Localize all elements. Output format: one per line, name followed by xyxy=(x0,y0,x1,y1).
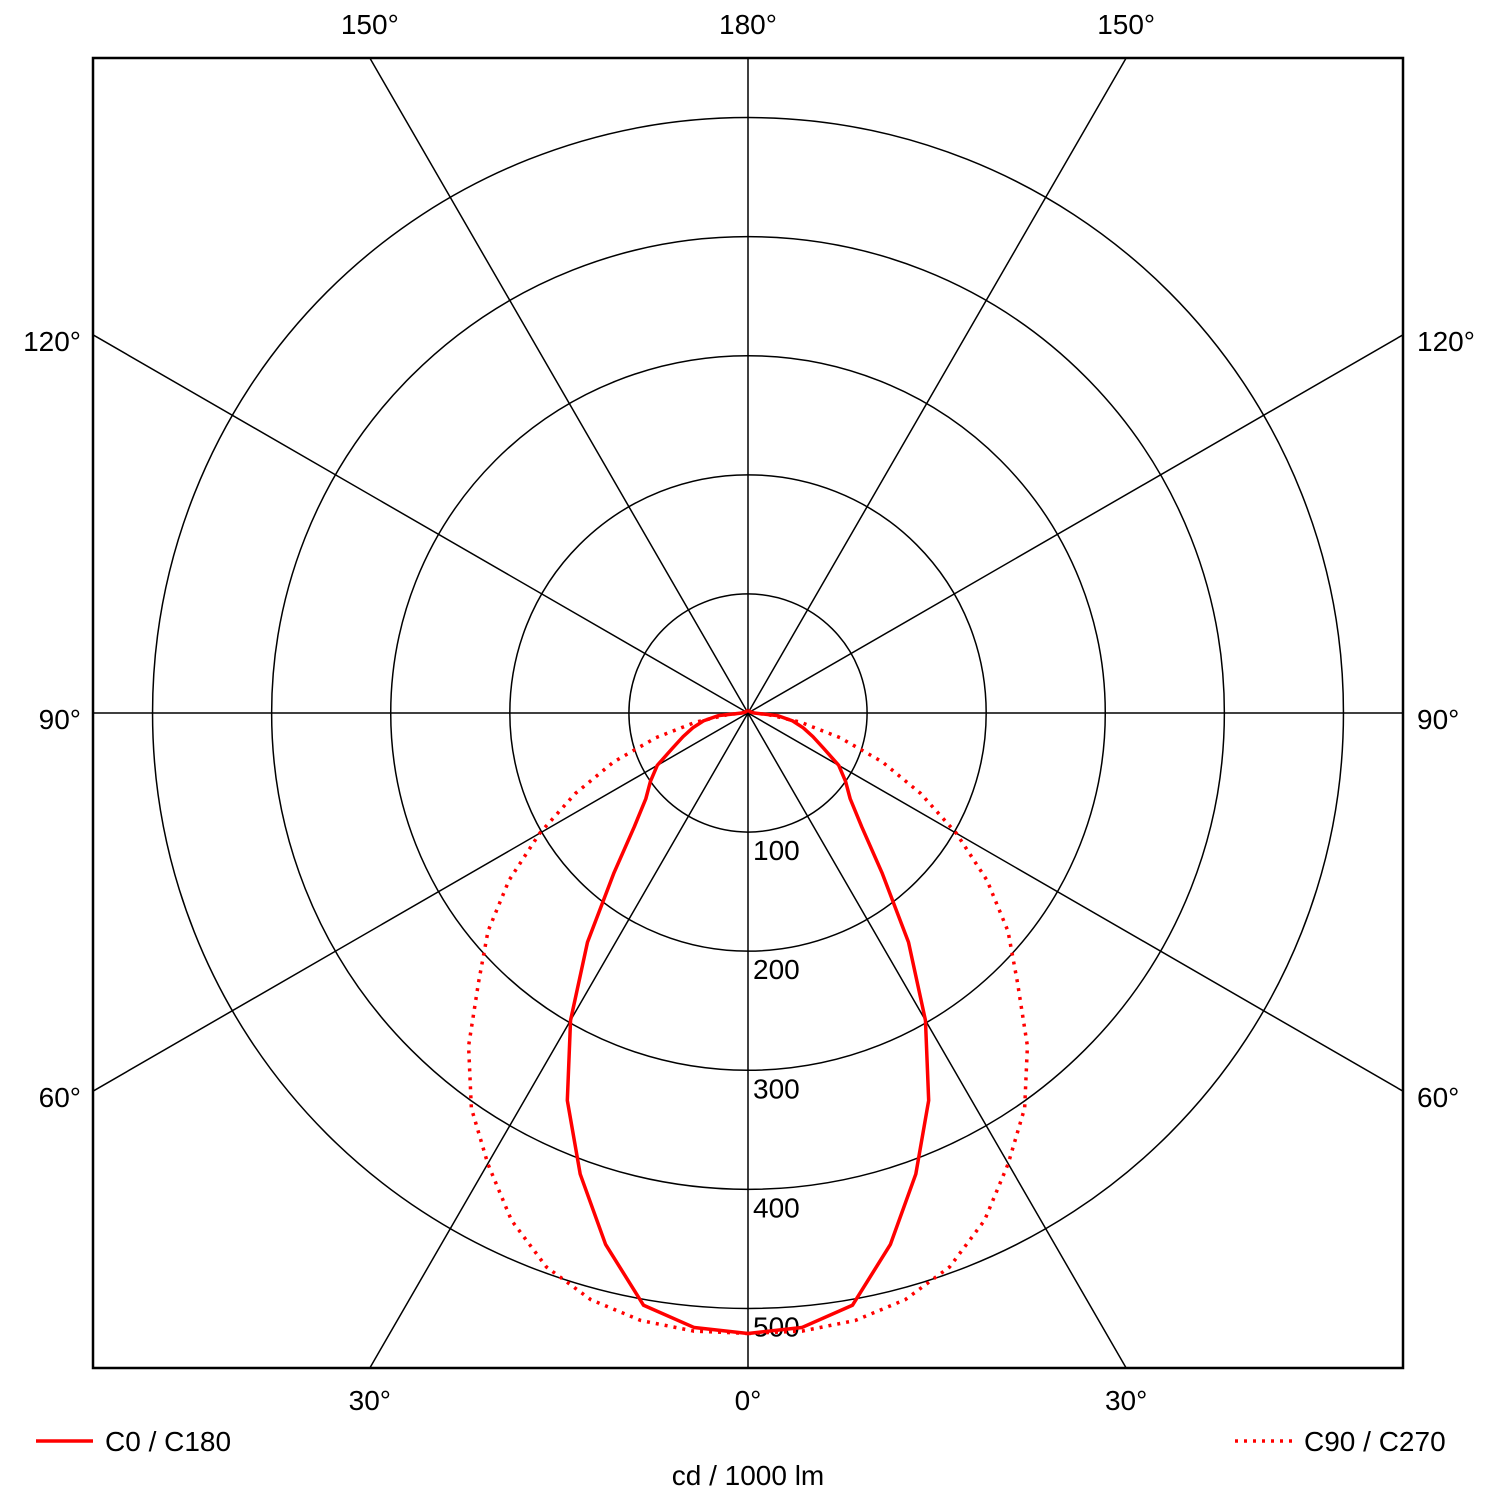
grid-spoke xyxy=(92,712,749,1092)
grid-spoke xyxy=(747,57,1127,714)
series-curve xyxy=(466,708,749,1336)
series-curve xyxy=(565,708,749,1336)
r-tick-label: 100 xyxy=(753,835,800,866)
grid-spoke xyxy=(369,712,749,1369)
legend-label: C90 / C270 xyxy=(1304,1426,1446,1457)
angle-label: 120° xyxy=(1417,326,1475,357)
grid-spoke xyxy=(369,57,749,714)
r-tick-label: 400 xyxy=(753,1192,800,1223)
angle-label: 0° xyxy=(735,1385,762,1416)
series-curve xyxy=(747,708,1030,1336)
angle-label: 150° xyxy=(1097,9,1155,40)
angle-label: 90° xyxy=(1417,704,1459,735)
grid-spoke xyxy=(747,712,1127,1369)
angle-label: 60° xyxy=(39,1082,81,1113)
unit-label: cd / 1000 lm xyxy=(672,1460,825,1491)
grid-spoke xyxy=(747,712,1404,1092)
angle-label: 180° xyxy=(719,9,777,40)
angle-label: 150° xyxy=(341,9,399,40)
series-curve xyxy=(747,708,931,1336)
legend-label: C0 / C180 xyxy=(105,1426,231,1457)
r-tick-label: 200 xyxy=(753,954,800,985)
angle-label: 30° xyxy=(1105,1385,1147,1416)
angle-label: 30° xyxy=(349,1385,391,1416)
grid-spoke xyxy=(92,334,749,714)
grid-spoke xyxy=(747,334,1404,714)
r-tick-label: 300 xyxy=(753,1073,800,1104)
angle-label: 120° xyxy=(23,326,81,357)
angle-label: 90° xyxy=(39,704,81,735)
angle-label: 60° xyxy=(1417,1082,1459,1113)
